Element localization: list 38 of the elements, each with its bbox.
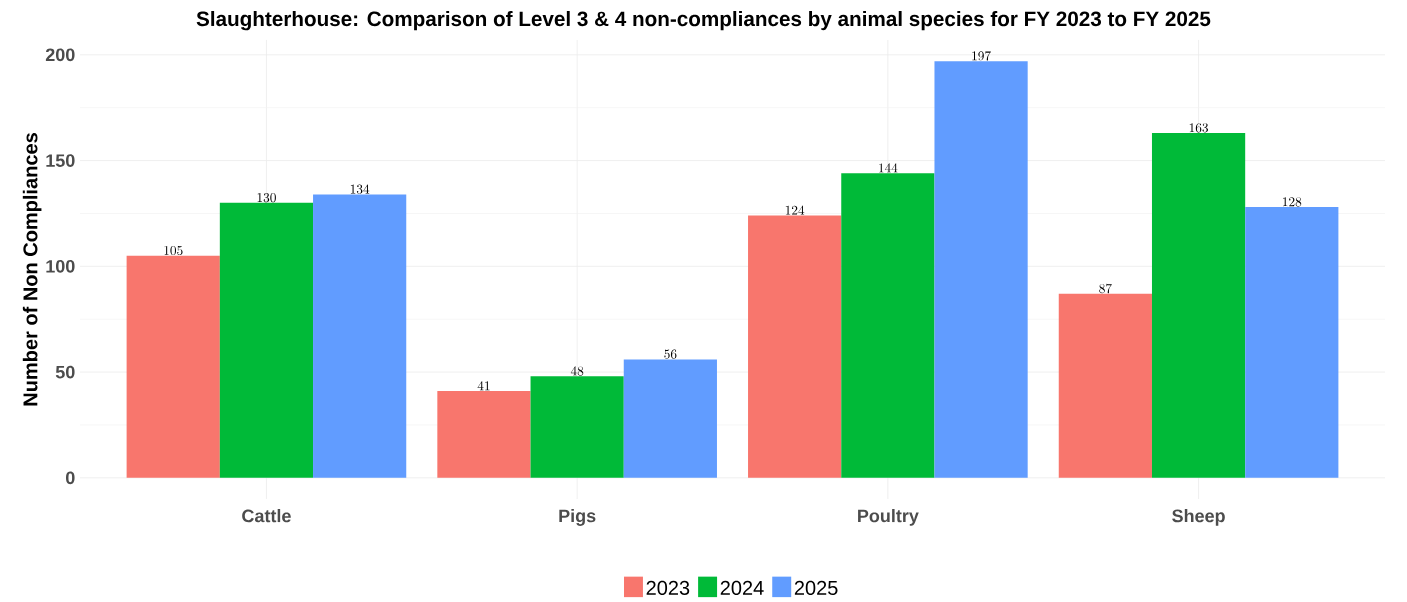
legend-label: 2023: [646, 580, 690, 595]
data-label: 144: [879, 163, 898, 173]
y-tick-label: 150: [46, 154, 75, 167]
bar: [1245, 207, 1339, 478]
bar: [437, 391, 531, 478]
bar: [530, 376, 624, 478]
data-label: 105: [164, 245, 183, 256]
bar: [1151, 133, 1246, 478]
bar: [623, 359, 717, 478]
bar: [934, 61, 1028, 478]
data-label: 163: [1189, 123, 1209, 133]
bar: [219, 202, 314, 478]
data-label: 130: [257, 192, 276, 203]
y-axis-title: Number of Non Compliances: [22, 133, 42, 406]
data-label: 41: [477, 381, 490, 391]
legend-label: 2024: [720, 580, 764, 595]
data-label: 48: [570, 366, 584, 376]
data-label: 56: [664, 349, 677, 359]
x-tick-label: Pigs: [559, 508, 596, 526]
x-tick-label: Cattle: [242, 508, 291, 523]
bar: [841, 173, 935, 478]
data-label: 128: [1282, 197, 1302, 207]
data-label: 197: [972, 51, 991, 61]
bar: [748, 215, 842, 478]
data-label: 124: [785, 205, 805, 215]
y-tick-label: 200: [45, 48, 75, 62]
data-label: 87: [1099, 283, 1112, 294]
y-tick-label: 50: [55, 365, 75, 379]
bar: [1058, 293, 1152, 478]
y-tick-label: 0: [66, 471, 75, 485]
y-tick-label: 100: [46, 259, 75, 273]
legend-label: 2025: [794, 580, 838, 595]
x-tick-label: Sheep: [1172, 508, 1225, 526]
x-tick-label: Poultry: [858, 508, 919, 526]
chart-title: Slaughterhouse: Comparison of Level 3 & 4 non-compliances by animal species for FY 2023 to FY 2025: [196, 10, 1211, 31]
bar: [126, 255, 220, 478]
bar: [313, 194, 407, 478]
data-label: 134: [350, 184, 370, 194]
